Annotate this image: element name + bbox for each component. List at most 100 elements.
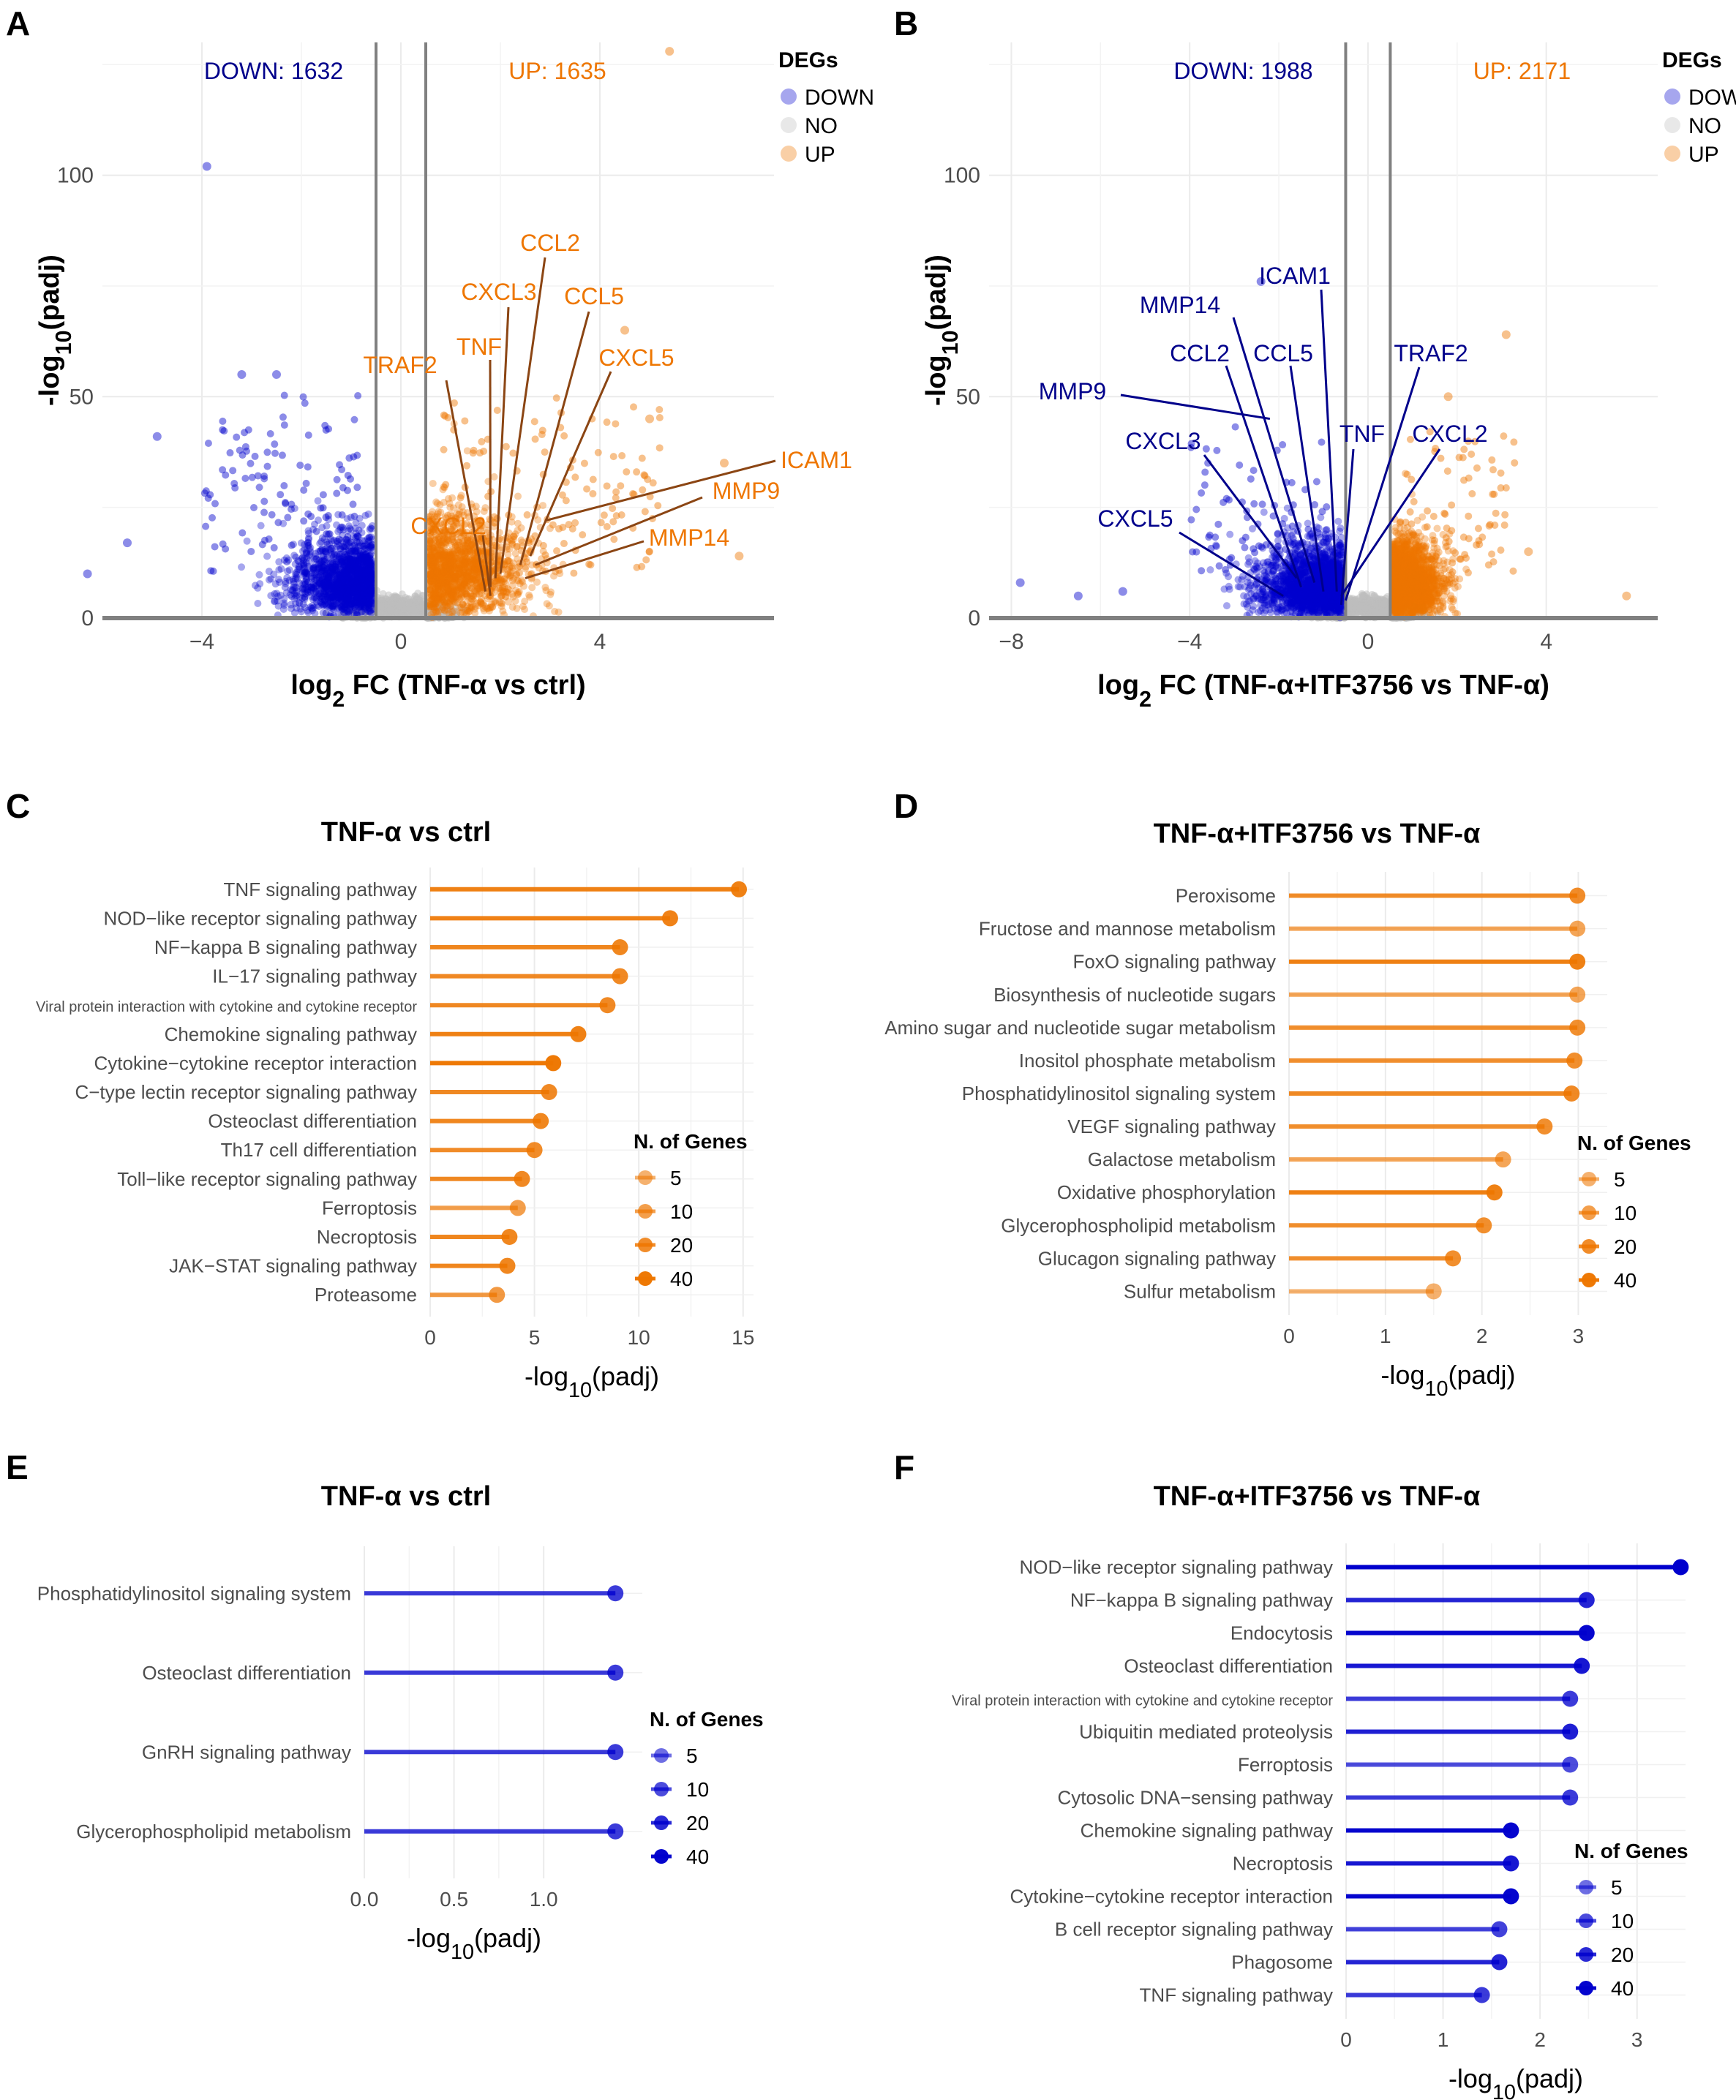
y-tick-label: 100 <box>57 164 94 188</box>
point-up <box>506 562 514 571</box>
point-down <box>300 561 308 569</box>
point-up <box>612 488 620 496</box>
point-down <box>250 503 258 511</box>
point-down <box>233 433 241 441</box>
point-up <box>546 590 555 598</box>
point-up <box>432 607 440 615</box>
point-up <box>511 597 519 605</box>
point-up <box>571 473 579 481</box>
point-down <box>271 597 279 605</box>
point-up <box>502 443 510 451</box>
x-axis-title-part: 2 <box>332 687 345 712</box>
point-up <box>427 571 435 579</box>
gene-label-TNF: TNF <box>456 334 502 360</box>
point-up <box>609 518 617 526</box>
point-down <box>366 534 374 542</box>
point-up <box>603 522 611 530</box>
y-axis-title-part: (padj) <box>34 255 65 330</box>
point-up <box>456 560 464 568</box>
legend-label: UP <box>805 143 835 167</box>
point-down <box>301 568 309 576</box>
point-no <box>1378 609 1386 617</box>
up-count-label: UP: 1635 <box>508 58 606 84</box>
y-tick-label: 0 <box>81 606 94 631</box>
point-down <box>265 535 273 543</box>
gene-label-CCL5: CCL5 <box>564 283 624 309</box>
point-no <box>410 606 418 614</box>
point-up <box>481 504 489 512</box>
point-up <box>496 588 504 596</box>
x-axis-title-part: FC (TNF-α vs ctrl) <box>345 670 585 701</box>
point-down <box>358 591 366 599</box>
point-up <box>470 567 478 575</box>
point-down <box>315 560 323 568</box>
point-down <box>265 568 273 576</box>
point-down <box>331 549 339 557</box>
legend-key <box>781 117 797 133</box>
point-down <box>298 554 307 562</box>
point-up <box>517 524 525 532</box>
point-up <box>570 569 578 577</box>
legend-key <box>781 89 797 105</box>
point-down <box>339 526 347 534</box>
point-up <box>600 511 608 519</box>
point-up <box>508 539 516 547</box>
x-axis-title: log2 FC (TNF-α vs ctrl) <box>290 670 585 712</box>
point-down <box>344 532 352 541</box>
point-down <box>271 440 279 448</box>
point-up <box>514 590 522 598</box>
point-up <box>490 588 498 596</box>
point-up <box>603 418 611 426</box>
point-down <box>202 522 210 530</box>
point-down <box>255 483 263 492</box>
y-axis-title: -log10(padj) <box>34 255 76 406</box>
point-no <box>1359 592 1367 600</box>
gene-label-CCL2: CCL2 <box>520 230 580 256</box>
point-down <box>321 421 329 429</box>
point-down <box>333 581 341 589</box>
point-up <box>579 531 587 539</box>
point-no <box>391 594 399 602</box>
point-down <box>333 475 341 483</box>
point-up <box>541 448 549 456</box>
point-up <box>597 519 605 527</box>
point-up <box>436 501 444 509</box>
point-outlier <box>123 538 132 548</box>
x-axis-title-part: log <box>290 670 332 701</box>
point-down <box>284 513 292 522</box>
point-down <box>220 427 228 435</box>
point-down <box>336 461 344 469</box>
point-up <box>565 521 573 529</box>
point-down <box>342 555 350 563</box>
point-up <box>478 437 486 445</box>
point-up <box>560 432 568 440</box>
point-up <box>476 449 484 457</box>
point-down <box>202 487 210 495</box>
point-up <box>491 597 499 605</box>
point-up <box>504 589 512 597</box>
point-down <box>231 484 239 492</box>
point-up <box>507 571 515 579</box>
point-down <box>248 473 256 481</box>
point-down <box>327 601 335 609</box>
point-down <box>260 475 268 483</box>
point-down <box>288 604 296 612</box>
point-down <box>256 580 264 588</box>
point-up <box>448 494 456 502</box>
point-up <box>655 405 664 413</box>
panel-letter-C: C <box>6 787 30 825</box>
point-up <box>459 601 467 609</box>
panel-letter-E: E <box>6 1448 29 1486</box>
point-up <box>580 459 588 467</box>
point-up <box>553 547 561 555</box>
point-up <box>623 468 631 476</box>
point-outlier <box>734 552 744 561</box>
point-up <box>429 562 437 570</box>
point-down <box>364 510 372 518</box>
point-outlier <box>620 325 629 335</box>
point-down <box>219 540 227 548</box>
point-down <box>292 553 300 561</box>
point-outlier <box>152 432 162 441</box>
point-down <box>204 439 212 447</box>
